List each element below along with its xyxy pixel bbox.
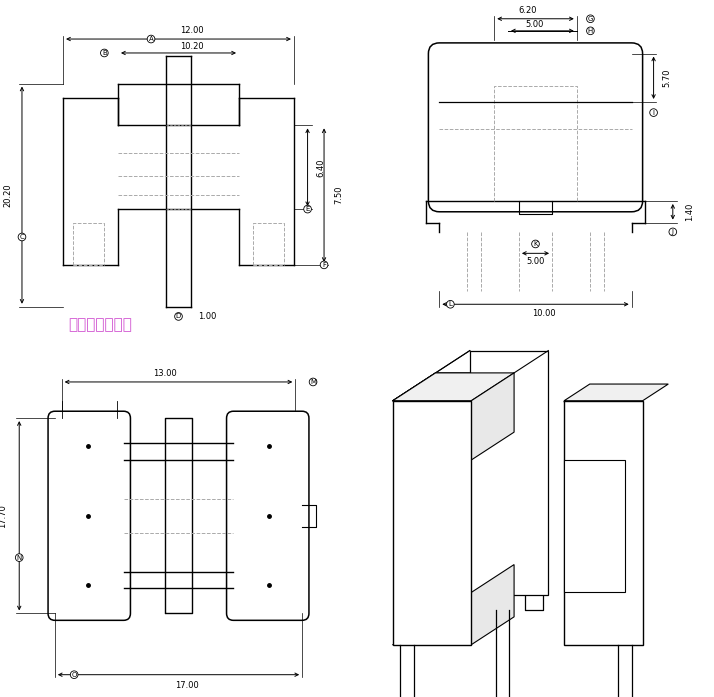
- Text: 5.00: 5.00: [526, 257, 545, 266]
- Text: 5.70: 5.70: [663, 68, 672, 87]
- FancyBboxPatch shape: [226, 411, 309, 620]
- Text: E: E: [306, 206, 310, 212]
- FancyBboxPatch shape: [48, 411, 131, 620]
- Text: 6.40: 6.40: [317, 158, 326, 176]
- Text: H: H: [588, 28, 593, 34]
- Text: A: A: [149, 36, 154, 42]
- Text: 17.70: 17.70: [0, 504, 7, 528]
- Polygon shape: [393, 373, 514, 401]
- Text: G: G: [588, 16, 593, 22]
- Text: D: D: [176, 314, 181, 319]
- Text: 1.40: 1.40: [685, 203, 694, 221]
- FancyBboxPatch shape: [428, 43, 643, 212]
- Text: 10.20: 10.20: [181, 42, 204, 50]
- Text: 1.00: 1.00: [198, 312, 216, 321]
- Text: 13.00: 13.00: [153, 369, 176, 378]
- Polygon shape: [393, 373, 514, 401]
- Text: N: N: [16, 555, 22, 560]
- Polygon shape: [564, 384, 668, 401]
- Text: 17.00: 17.00: [175, 682, 198, 690]
- Text: I: I: [653, 109, 655, 116]
- Text: F: F: [322, 262, 326, 268]
- Text: 12.00: 12.00: [181, 26, 204, 35]
- Polygon shape: [471, 373, 514, 460]
- Text: 5.00: 5.00: [525, 20, 543, 29]
- Text: M: M: [310, 379, 316, 385]
- Text: 7.50: 7.50: [335, 186, 343, 204]
- Text: K: K: [533, 241, 538, 247]
- Text: 琴江涡电子商场: 琴江涡电子商场: [69, 316, 133, 332]
- Polygon shape: [393, 401, 471, 645]
- Text: 10.00: 10.00: [532, 309, 555, 318]
- Text: J: J: [672, 229, 674, 235]
- Polygon shape: [470, 351, 548, 595]
- Polygon shape: [564, 460, 625, 592]
- Text: 20.20: 20.20: [4, 183, 13, 207]
- Text: L: L: [448, 301, 452, 307]
- Polygon shape: [564, 401, 643, 645]
- Text: 6.20: 6.20: [518, 6, 536, 15]
- Text: C: C: [19, 234, 24, 240]
- Text: O: O: [71, 672, 77, 677]
- Polygon shape: [471, 565, 514, 645]
- Text: B: B: [102, 50, 106, 56]
